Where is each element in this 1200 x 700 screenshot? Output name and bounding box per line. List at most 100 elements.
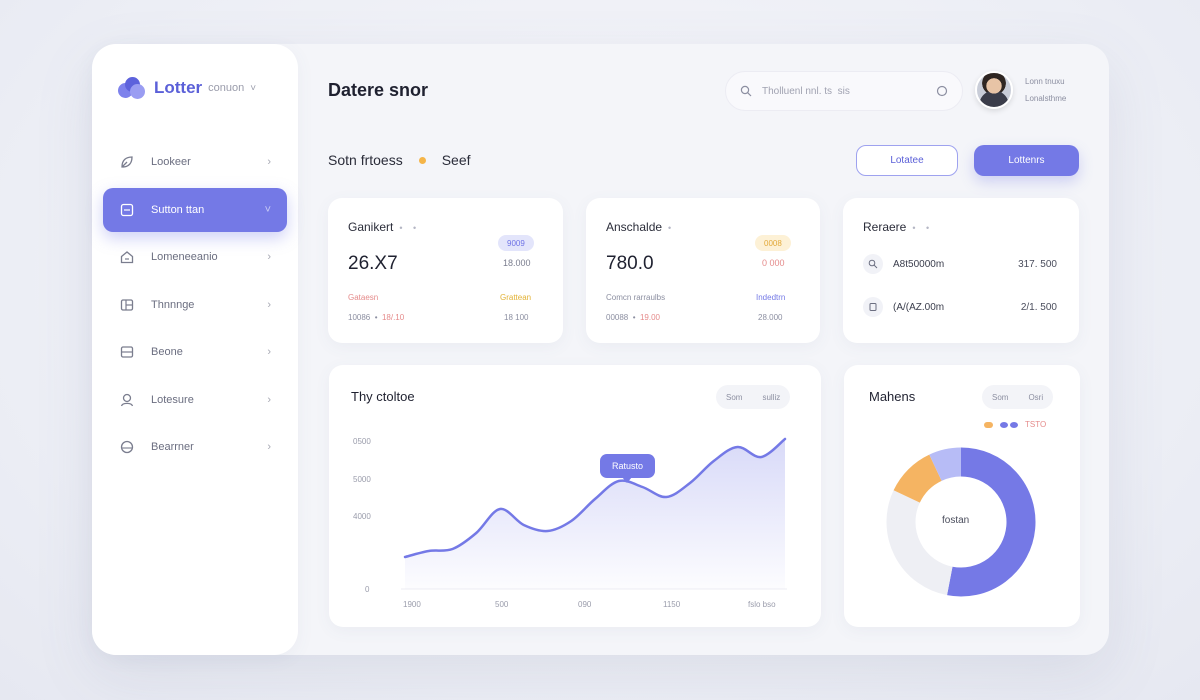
- list-card-title: Reraere • •: [863, 220, 934, 234]
- status-badge: 9009: [498, 235, 534, 251]
- list-card: Reraere • • A8t50000m 317. 500 (A/(AZ.00m…: [843, 198, 1079, 343]
- stat-value: 780.0: [606, 253, 654, 274]
- brand-name: Lotter: [154, 78, 203, 97]
- status-dot: [418, 156, 426, 164]
- search-icon: [863, 254, 883, 274]
- user-meta: Lonn tnuxu Lonalsthme: [1025, 73, 1066, 107]
- legend-swatch: [984, 421, 993, 428]
- stat-row-value: 00088 • 19.00: [606, 313, 660, 322]
- section-header: Sotn frtoess Seef: [328, 152, 471, 168]
- chevron-down-icon: ˅: [264, 203, 271, 216]
- sidebar-item-5[interactable]: Lotesure ›: [103, 378, 287, 422]
- chevron-right-icon: ›: [267, 251, 271, 263]
- donut-slice-main[interactable]: [947, 447, 1036, 597]
- status-badge: 0008: [755, 235, 791, 251]
- list-item-value: 317. 500: [1018, 258, 1057, 270]
- stat-card-2: Anschalde • 780.0 0008 0 000 Comcn rarrau…: [586, 198, 820, 343]
- donut-chart[interactable]: [844, 365, 1080, 627]
- user-icon: [119, 392, 135, 408]
- legend-swatch: [1000, 421, 1008, 428]
- chevron-down-icon[interactable]: ˅: [250, 82, 257, 94]
- chevron-right-icon: ›: [267, 393, 271, 406]
- y-tick-label: 0: [365, 585, 370, 594]
- document-icon: [863, 297, 883, 317]
- sidebar-item-2[interactable]: Lomeneeanio ›: [103, 235, 287, 279]
- area-fill: [405, 439, 785, 589]
- y-tick-label: 5000: [353, 475, 371, 484]
- search-icon: [740, 85, 752, 97]
- sidebar-item-label: Bearrner: [151, 441, 194, 453]
- stat-row-value: 10086 • 18/.10: [348, 313, 405, 322]
- sidebar-item-0[interactable]: Lookeer ›: [103, 140, 287, 184]
- leaf-icon: [119, 154, 135, 170]
- avatar[interactable]: [975, 71, 1013, 109]
- secondary-button[interactable]: Lotatee: [856, 145, 958, 176]
- sidebar-item-6[interactable]: Bearrner ›: [103, 425, 287, 469]
- segment-option[interactable]: Som: [992, 392, 1009, 402]
- circle-icon[interactable]: [936, 85, 948, 97]
- donut-slice-second[interactable]: [893, 454, 943, 504]
- segment-option[interactable]: sulliz: [762, 392, 781, 402]
- donut-slice-rest[interactable]: [886, 490, 954, 596]
- tooltip-pointer: [622, 477, 632, 483]
- layers-icon: [119, 297, 135, 313]
- legend-label: TSTO: [1025, 420, 1047, 429]
- y-tick-label: 0500: [353, 437, 371, 446]
- stat-side-value: 18.000: [503, 258, 531, 268]
- chevron-right-icon: ›: [267, 298, 271, 311]
- stat-value: 26.X7: [348, 253, 398, 274]
- list-item[interactable]: A8t50000m 317. 500: [863, 254, 1057, 274]
- list-item-value: 2/1. 500: [1020, 301, 1057, 313]
- segment-option[interactable]: Som: [726, 392, 743, 402]
- sidebar-item-label: Beone: [151, 346, 183, 358]
- stat-row-label: Comcn rarraulbs: [606, 293, 666, 302]
- sidebar-item-1[interactable]: Sutton ttan ˅: [103, 187, 287, 232]
- x-tick-label: 090: [578, 600, 592, 609]
- sidebar-nav: Lookeer › Sutton ttan ˅ Lomeneeanio ›: [103, 140, 287, 473]
- chart-legend: TSTO: [984, 420, 1046, 429]
- card-icon: [119, 344, 135, 360]
- chart-title: Thy ctoltoe: [351, 389, 415, 404]
- segment-option[interactable]: Osri: [1028, 392, 1044, 402]
- chevron-right-icon: ›: [267, 346, 271, 358]
- info-dots-icon: • •: [912, 223, 934, 233]
- x-tick-label: 1900: [403, 600, 421, 609]
- user-menu[interactable]: Lonn tnuxu Lonalsthme: [975, 71, 1066, 109]
- brand[interactable]: Lotter conuon ˅: [118, 77, 256, 99]
- chevron-right-icon: ›: [267, 441, 271, 453]
- section-tag: Seef: [441, 152, 471, 168]
- legend-swatch: [1010, 421, 1018, 428]
- sidebar-item-label: Lookeer: [151, 156, 191, 168]
- search-input[interactable]: Tholluenl nnl. ts sis: [725, 71, 963, 111]
- chart-tooltip: Ratusto: [600, 454, 656, 478]
- primary-button[interactable]: Lottenrs: [974, 145, 1079, 176]
- sidebar-item-4[interactable]: Beone ›: [103, 330, 287, 374]
- donut-slice-third[interactable]: [929, 447, 962, 482]
- x-tick-label: fslo bso: [748, 600, 776, 609]
- list-item-label: (A/(AZ.00m: [893, 301, 945, 313]
- section-title: Sotn frtoess: [328, 152, 403, 168]
- line-chart-panel: Thy ctoltoe Som sulliz 0500 5000 4000 0 …: [329, 365, 821, 627]
- sidebar: Lotter conuon ˅ Lookeer › Sutton ttan ˅: [92, 44, 298, 655]
- stat-title: Anschalde •: [606, 220, 676, 234]
- stat-card-1: Ganikert • • 26.X7 9009 18.000 Gataesn Gr…: [328, 198, 563, 343]
- segmented-control[interactable]: Som sulliz: [716, 385, 791, 409]
- list-item[interactable]: (A/(AZ.00m 2/1. 500: [863, 297, 1057, 317]
- segmented-control[interactable]: Som Osri: [982, 385, 1054, 409]
- user-name: Lonn tnuxu: [1025, 77, 1065, 86]
- app-window: Lotter conuon ˅ Lookeer › Sutton ttan ˅: [92, 44, 1109, 655]
- info-dots-icon: • •: [399, 223, 421, 233]
- sidebar-item-3[interactable]: Thnnnge ›: [103, 283, 287, 327]
- x-tick-label: 500: [495, 600, 509, 609]
- series-line: [403, 437, 787, 559]
- stat-side-value: 0 000: [762, 258, 785, 268]
- sidebar-item-label: Thnnnge: [151, 298, 195, 311]
- user-role: Lonalsthme: [1025, 94, 1067, 103]
- line-chart[interactable]: [329, 365, 821, 627]
- donut-center-label: fostan: [942, 515, 970, 526]
- stat-row-label-right: Indedtrn: [756, 293, 786, 302]
- home-icon: [119, 249, 135, 265]
- list-item-label: A8t50000m: [893, 258, 945, 270]
- stat-row-value-right: 28.000: [758, 313, 783, 322]
- stat-row-value-right: 18 100: [504, 313, 529, 322]
